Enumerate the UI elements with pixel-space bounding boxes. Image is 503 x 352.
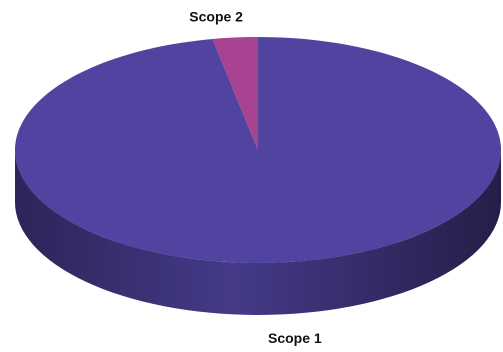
- slice-label: Scope 2: [189, 8, 243, 24]
- slice: [15, 37, 502, 263]
- slice: [212, 37, 258, 150]
- slice-side-shade: [15, 150, 501, 315]
- slice-label: Scope 1: [268, 330, 322, 346]
